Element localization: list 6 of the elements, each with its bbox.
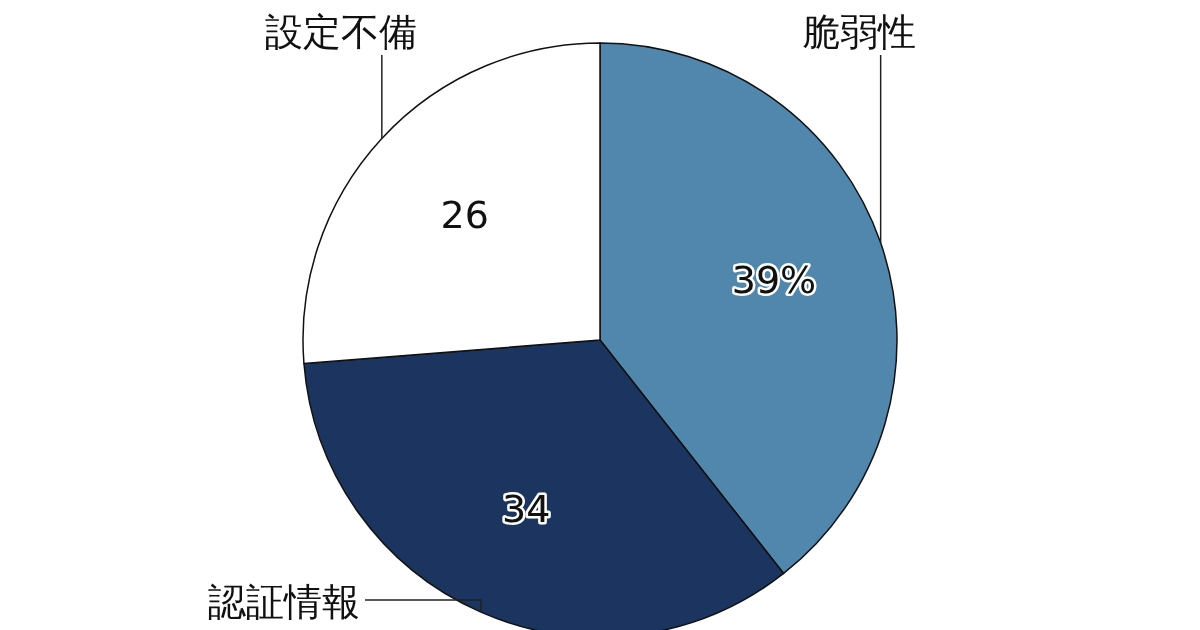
slice-label: 認証情報 bbox=[208, 580, 360, 624]
data-label: 34 bbox=[501, 486, 551, 531]
data-label: 39% bbox=[731, 257, 817, 302]
slice-label: 脆弱性 bbox=[801, 10, 916, 54]
slice-label: 設定不備 bbox=[264, 10, 417, 54]
data-label: 26 bbox=[440, 193, 489, 238]
